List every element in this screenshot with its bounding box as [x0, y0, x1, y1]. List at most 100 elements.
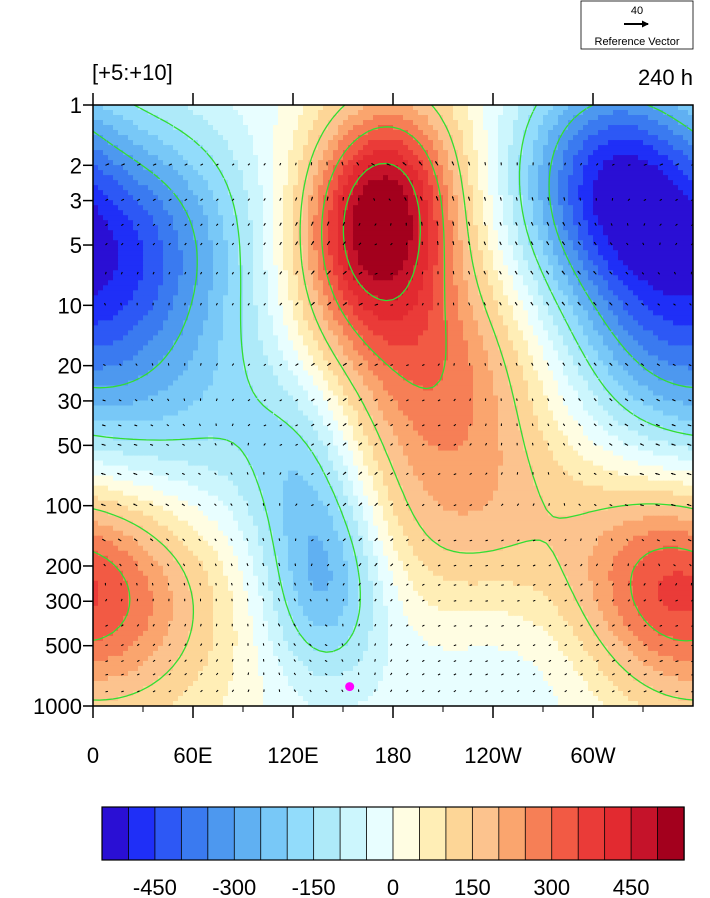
field-cell — [238, 110, 244, 116]
field-cell — [413, 160, 419, 166]
field-cell — [293, 155, 299, 161]
field-cell — [688, 175, 693, 181]
field-cell — [603, 275, 609, 281]
field-cell — [338, 280, 344, 286]
field-cell — [133, 110, 139, 116]
field-cell — [203, 310, 209, 316]
field-cell — [373, 230, 379, 236]
field-cell — [183, 110, 189, 116]
field-cell — [553, 220, 559, 226]
field-cell — [298, 275, 304, 281]
field-cell — [678, 130, 684, 136]
field-cell — [598, 135, 604, 141]
field-cell — [688, 185, 693, 191]
field-cell — [103, 265, 109, 271]
field-cell — [103, 310, 109, 316]
field-cell — [548, 300, 554, 306]
field-cell — [268, 135, 274, 141]
field-cell — [228, 130, 234, 136]
field-cell — [218, 265, 224, 271]
field-cell — [118, 170, 124, 176]
field-cell — [433, 145, 439, 151]
field-cell — [613, 170, 619, 176]
field-cell — [158, 165, 164, 171]
field-cell — [523, 125, 529, 131]
field-cell — [333, 275, 339, 281]
field-cell — [368, 250, 374, 256]
field-cell — [328, 295, 334, 301]
field-cell — [563, 215, 569, 221]
field-cell — [568, 210, 574, 216]
field-cell — [403, 245, 409, 251]
field-cell — [678, 300, 684, 306]
field-cell — [178, 255, 184, 261]
field-cell — [593, 265, 599, 271]
field-cell — [138, 190, 144, 196]
field-cell — [93, 235, 99, 241]
field-cell — [98, 120, 104, 126]
field-cell — [588, 205, 594, 211]
field-cell — [338, 170, 344, 176]
field-cell — [103, 215, 109, 221]
field-cell — [468, 185, 474, 191]
field-cell — [113, 195, 119, 201]
field-cell — [588, 105, 594, 111]
field-cell — [503, 245, 509, 251]
field-cell — [248, 170, 254, 176]
field-cell — [193, 265, 199, 271]
field-cell — [163, 230, 169, 236]
field-cell — [418, 170, 424, 176]
field-cell — [138, 200, 144, 206]
field-cell — [108, 130, 114, 136]
field-cell — [133, 150, 139, 156]
field-cell — [373, 275, 379, 281]
field-cell — [168, 205, 174, 211]
field-cell — [343, 160, 349, 166]
field-cell — [633, 180, 639, 186]
field-cell — [473, 285, 479, 291]
field-cell — [308, 130, 314, 136]
field-cell — [358, 200, 364, 206]
field-cell — [583, 185, 589, 191]
field-cell — [218, 135, 224, 141]
field-cell — [208, 145, 214, 151]
field-cell — [538, 275, 544, 281]
field-cell — [368, 255, 374, 261]
field-cell — [503, 280, 509, 286]
field-cell — [478, 300, 484, 306]
field-cell — [213, 300, 219, 306]
field-cell — [103, 200, 109, 206]
field-cell — [578, 145, 584, 151]
field-cell — [213, 160, 219, 166]
field-cell — [408, 265, 414, 271]
field-cell — [573, 290, 579, 296]
field-cell — [293, 210, 299, 216]
field-cell — [333, 170, 339, 176]
field-cell — [433, 150, 439, 156]
field-cell — [603, 300, 609, 306]
field-cell — [688, 140, 693, 146]
field-cell — [93, 230, 99, 236]
field-cell — [98, 195, 104, 201]
field-cell — [668, 275, 674, 281]
field-cell — [658, 150, 664, 156]
field-cell — [208, 205, 214, 211]
field-cell — [283, 165, 289, 171]
field-cell — [603, 260, 609, 266]
field-cell — [343, 145, 349, 151]
field-cell — [598, 210, 604, 216]
field-cell — [558, 230, 564, 236]
field-cell — [243, 250, 249, 256]
field-cell — [223, 280, 229, 286]
field-cell — [113, 125, 119, 131]
field-cell — [93, 220, 99, 226]
field-cell — [318, 215, 324, 221]
field-cell — [208, 255, 214, 261]
field-cell — [193, 295, 199, 301]
field-cell — [588, 290, 594, 296]
field-cell — [288, 200, 294, 206]
field-cell — [293, 270, 299, 276]
field-cell — [423, 290, 429, 296]
field-cell — [233, 310, 239, 316]
field-cell — [148, 225, 154, 231]
